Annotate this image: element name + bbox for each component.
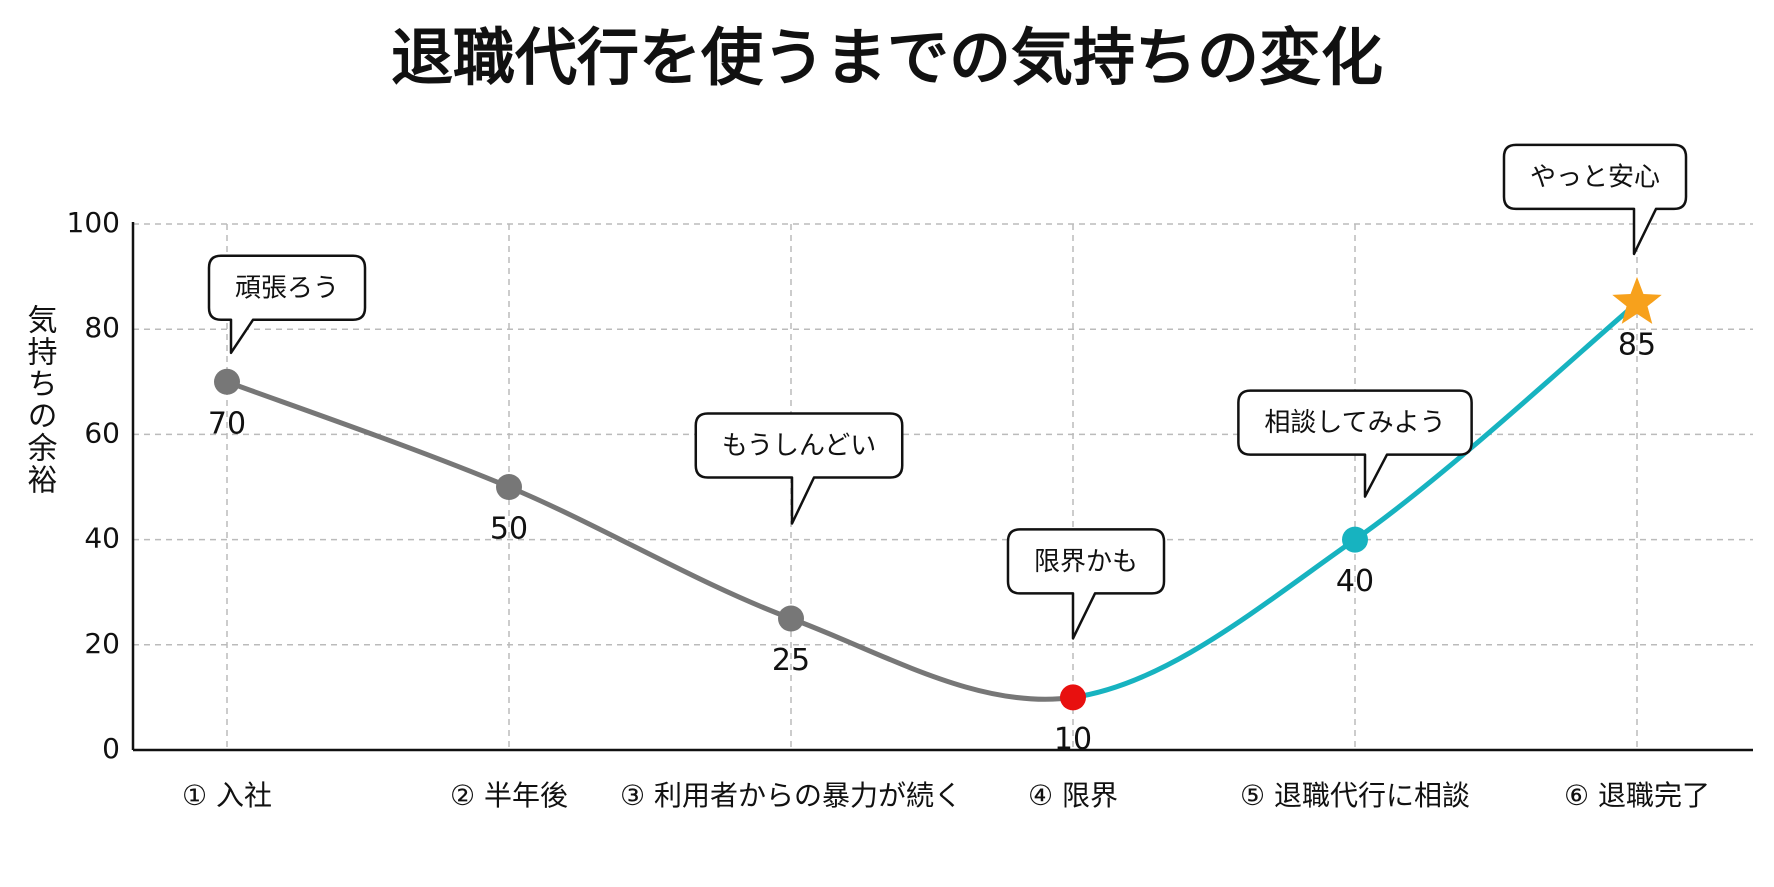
callout-bubble (1502, 143, 1688, 256)
line-segment (506, 484, 794, 621)
x-tick-label: ③ 利用者からの暴力が続く (620, 779, 962, 812)
point-marker (214, 368, 240, 395)
x-tick-label: ① 入社 (182, 779, 272, 812)
data-label: 70 (208, 406, 246, 441)
point-marker (496, 474, 522, 500)
data-label: 40 (1336, 564, 1374, 599)
callout-text: もうしんどい (722, 431, 876, 461)
point-marker (1060, 684, 1086, 711)
chart-title: 退職代行を使うまでの気持ちの変化 (391, 21, 1383, 94)
data-label: 85 (1618, 327, 1656, 362)
callout-text: 限界かも (1034, 547, 1138, 577)
line-segment (1070, 537, 1358, 700)
line-segment (224, 379, 512, 490)
callout-text: 頑張ろう (235, 273, 339, 303)
callout-bubble (207, 254, 367, 355)
y-tick-label: 80 (84, 311, 120, 344)
callout-text: 相談してみよう (1264, 408, 1445, 438)
callout-bubble (694, 412, 904, 525)
callout-text: やっと安心 (1530, 162, 1660, 192)
line-segment (788, 616, 1076, 702)
x-tick-label: ⑥ 退職完了 (1564, 779, 1710, 812)
data-label: 25 (772, 643, 810, 678)
callout-bubble (1237, 389, 1473, 498)
y-tick-label: 40 (84, 522, 120, 555)
data-label: 50 (490, 512, 528, 547)
y-axis-label: 気持ちの余裕 (22, 304, 58, 496)
x-tick-label: ④ 限界 (1028, 779, 1118, 812)
y-tick-label: 20 (84, 627, 120, 660)
y-tick-label: 0 (102, 732, 120, 765)
data-label: 10 (1054, 722, 1092, 757)
callout-bubble (1006, 528, 1166, 640)
x-tick-label: ⑤ 退職代行に相談 (1240, 779, 1470, 812)
y-tick-label: 60 (84, 416, 120, 449)
x-tick-label: ② 半年後 (450, 779, 568, 812)
point-marker (1342, 526, 1368, 553)
point-marker (778, 605, 804, 632)
line-segment (1352, 300, 1640, 543)
y-tick-label: 100 (67, 206, 120, 239)
star-marker (1612, 276, 1662, 324)
